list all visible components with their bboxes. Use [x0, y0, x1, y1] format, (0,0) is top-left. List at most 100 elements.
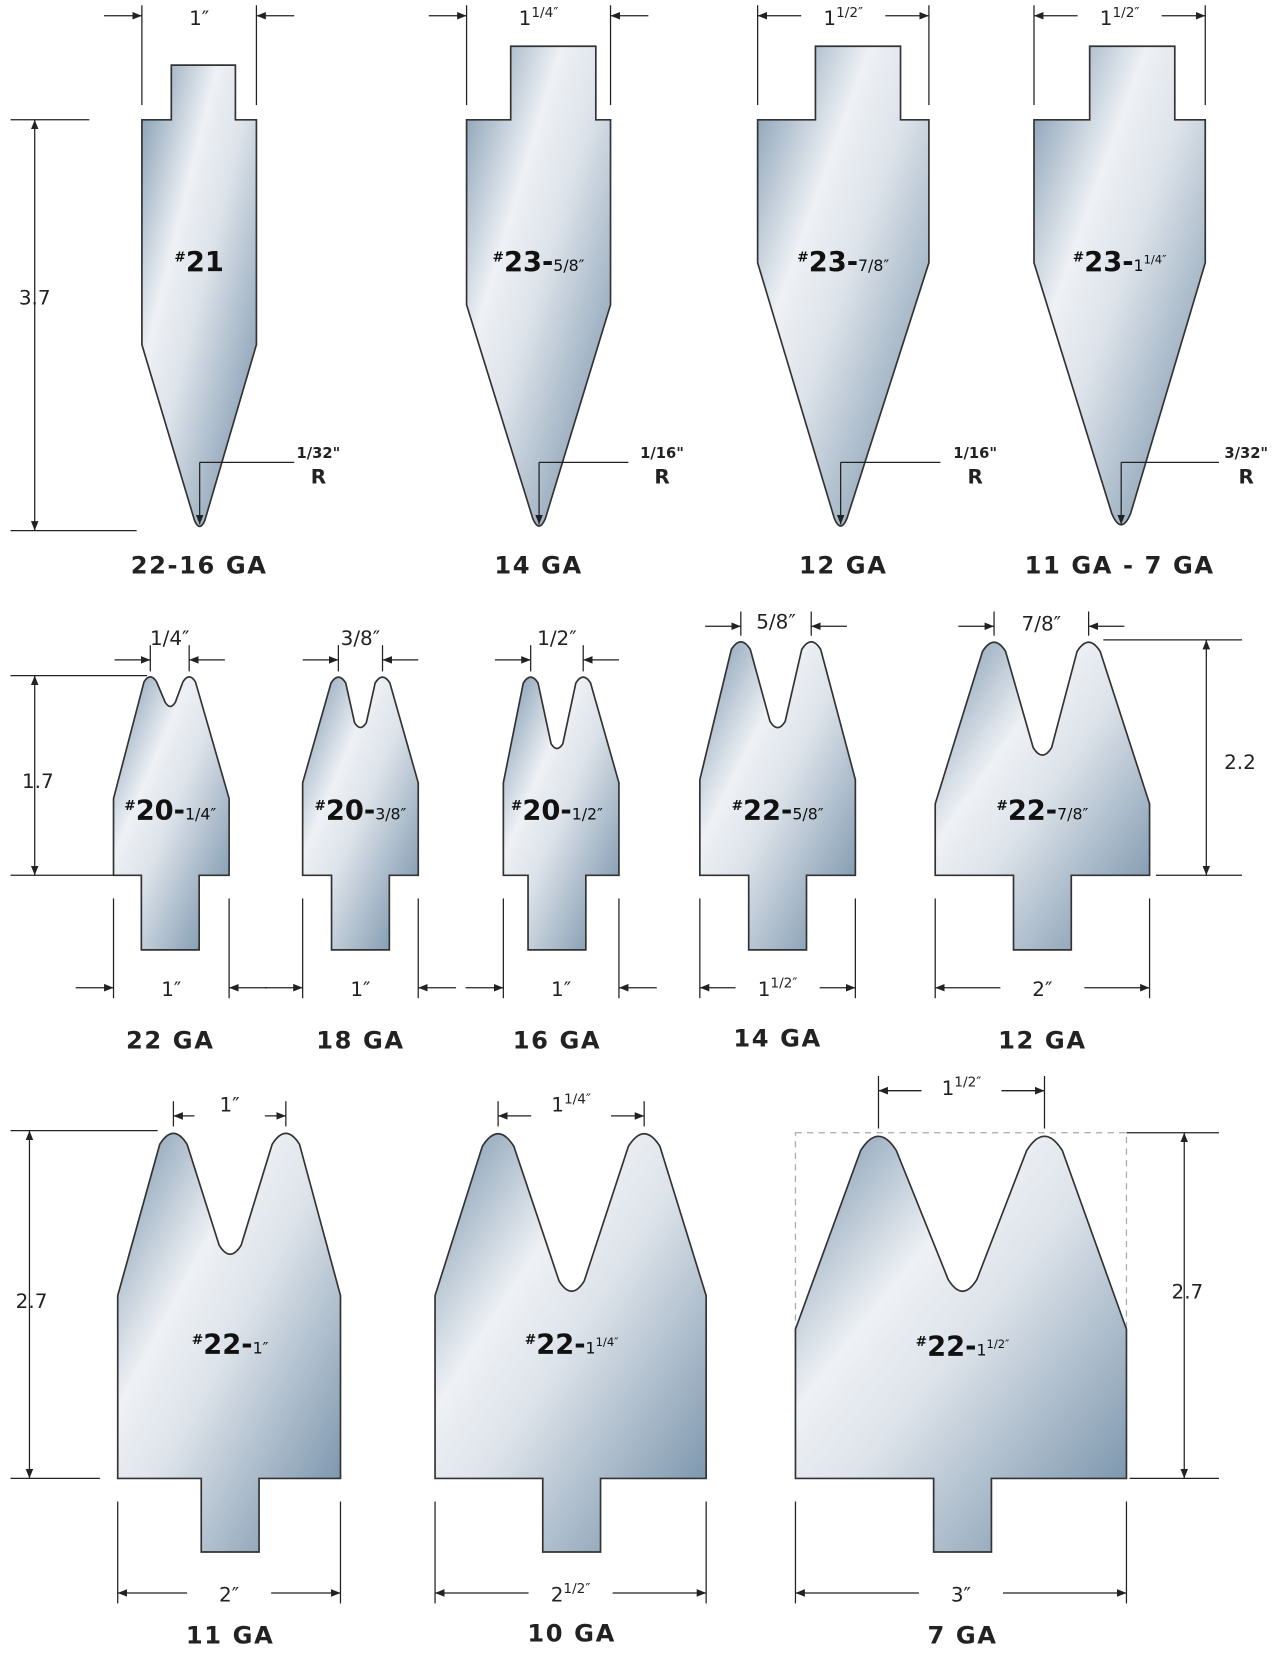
tool-name-code: 21	[186, 247, 224, 278]
tool-name-code: 20-	[326, 796, 375, 827]
opening-label-sup: 1/4″	[564, 1091, 591, 1107]
width-label: 11/2″	[1100, 5, 1140, 30]
opening-label: 11/2″	[942, 1074, 982, 1099]
opening-label: 7/8″	[1022, 611, 1062, 635]
tool-name-hash: #	[124, 798, 135, 814]
opening-label: 1/4″	[150, 626, 190, 650]
width-label: 1″	[350, 977, 370, 1001]
tool-name: #20-1/2″	[511, 796, 603, 827]
height-label: 2.2	[1224, 750, 1256, 774]
tool-name-code: 22-	[536, 1329, 585, 1360]
tool-name-size-sup: 1/4″	[596, 1335, 620, 1349]
width-label-main: 3″	[951, 1582, 971, 1606]
tool-name-code: 20-	[522, 796, 571, 827]
reference-outline	[794, 1132, 1128, 1330]
width-label-main: 1″	[189, 6, 209, 30]
die-profile	[794, 1135, 1128, 1553]
opening-label-main: 3/8″	[341, 626, 381, 650]
tool-name-code: 22-	[927, 1331, 976, 1362]
width-label: 11/2″	[758, 976, 798, 1001]
tool-name-size: 1/4″	[185, 805, 216, 824]
tool-name: #21	[174, 247, 223, 278]
punch-profile	[141, 64, 258, 528]
height-label: 1.7	[22, 769, 54, 793]
width-label-main: 2″	[219, 1582, 239, 1606]
tool-name-hash: #	[797, 250, 808, 266]
die-profile	[116, 1132, 342, 1553]
radius-label: 3/32"	[1224, 445, 1268, 462]
opening-label-sup: 1/2″	[954, 1074, 981, 1090]
height-label: 3.7	[19, 286, 51, 310]
width-label-main: 1	[519, 6, 532, 30]
opening-label-main: 1	[551, 1093, 564, 1117]
width-label-sup: 1/2″	[836, 5, 863, 21]
height-label: 2.7	[16, 1289, 48, 1313]
tool-name-size: 3/8″	[375, 805, 406, 824]
tool-name: #22-1″	[192, 1329, 269, 1360]
width-label-main: 1	[1100, 6, 1113, 30]
tool-name-size: 5/8″	[553, 256, 584, 275]
tool-name: #22-11/4″	[525, 1329, 619, 1360]
tool-name-code: 22-	[1008, 796, 1057, 827]
tool-name: #22-7/8″	[996, 796, 1088, 827]
opening-label-main: 7/8″	[1022, 611, 1062, 635]
die-profile	[434, 1132, 707, 1553]
tool-name-size: 1	[1134, 256, 1144, 275]
width-label-main: 1″	[350, 977, 370, 1001]
gauge-label: 16 GA	[513, 1027, 601, 1055]
tool-name-size: 7/8″	[858, 256, 889, 275]
tool-name-size: 1	[976, 1340, 986, 1359]
opening-label-main: 1	[942, 1076, 955, 1100]
gauge-label: 12 GA	[998, 1027, 1086, 1055]
width-label-main: 1″	[551, 977, 571, 1001]
gauge-label: 22-16 GA	[131, 552, 268, 580]
tool-name: #23-5/8″	[493, 247, 585, 278]
tool-name-code: 23-	[809, 247, 858, 278]
width-label-sup: 1/2″	[770, 976, 797, 992]
opening-label: 11/4″	[551, 1091, 591, 1116]
width-label: 1″	[161, 977, 181, 1001]
height-label: 2.7	[1172, 1280, 1204, 1304]
radius-label: 1/32"	[297, 445, 341, 462]
tool-name: #22-11/2″	[916, 1331, 1010, 1362]
opening-label: 3/8″	[341, 626, 381, 650]
gauge-label: 22 GA	[126, 1027, 214, 1055]
tool-name-code: 23-	[1084, 247, 1133, 278]
width-label-main: 1	[823, 6, 836, 30]
gauge-label: 11 GA - 7 GA	[1025, 552, 1215, 580]
punch-profile	[756, 45, 930, 527]
die-profile	[112, 676, 230, 951]
gauge-label: 14 GA	[733, 1025, 821, 1053]
punch-profile	[1033, 45, 1207, 526]
opening-label-main: 1″	[220, 1093, 240, 1117]
opening-label-main: 5/8″	[756, 609, 796, 633]
tool-name-size: 1	[586, 1338, 596, 1357]
die-profile	[502, 676, 620, 951]
tool-name-hash: #	[511, 798, 522, 814]
radius-symbol: R	[654, 464, 669, 488]
tool-name-hash: #	[996, 798, 1007, 814]
width-label-main: 1″	[161, 977, 181, 1001]
tool-name-size: 5/8″	[792, 805, 823, 824]
width-label: 1″	[189, 6, 209, 30]
tool-name-hash: #	[525, 1332, 536, 1348]
width-label-sup: 1/4″	[531, 5, 558, 21]
tool-name: #20-1/4″	[124, 796, 216, 827]
punch-profile	[465, 45, 612, 527]
tool-name: #23-7/8″	[797, 247, 889, 278]
width-label-main: 1	[758, 977, 771, 1001]
width-label-sup: 1/2″	[563, 1581, 590, 1597]
opening-label-main: 1/2″	[537, 626, 577, 650]
gauge-label: 12 GA	[799, 552, 887, 580]
gauge-label: 18 GA	[316, 1027, 404, 1055]
radius-symbol: R	[1239, 464, 1254, 488]
tool-name-code: 20-	[136, 796, 185, 827]
tool-name-size: 1/2″	[572, 805, 603, 824]
tool-name-hash: #	[314, 798, 325, 814]
die-profile	[699, 640, 857, 951]
tool-name: #20-3/8″	[314, 796, 406, 827]
radius-label: 1/16"	[640, 445, 684, 462]
die-profile	[934, 641, 1151, 951]
tool-name: #22-5/8″	[732, 796, 824, 827]
